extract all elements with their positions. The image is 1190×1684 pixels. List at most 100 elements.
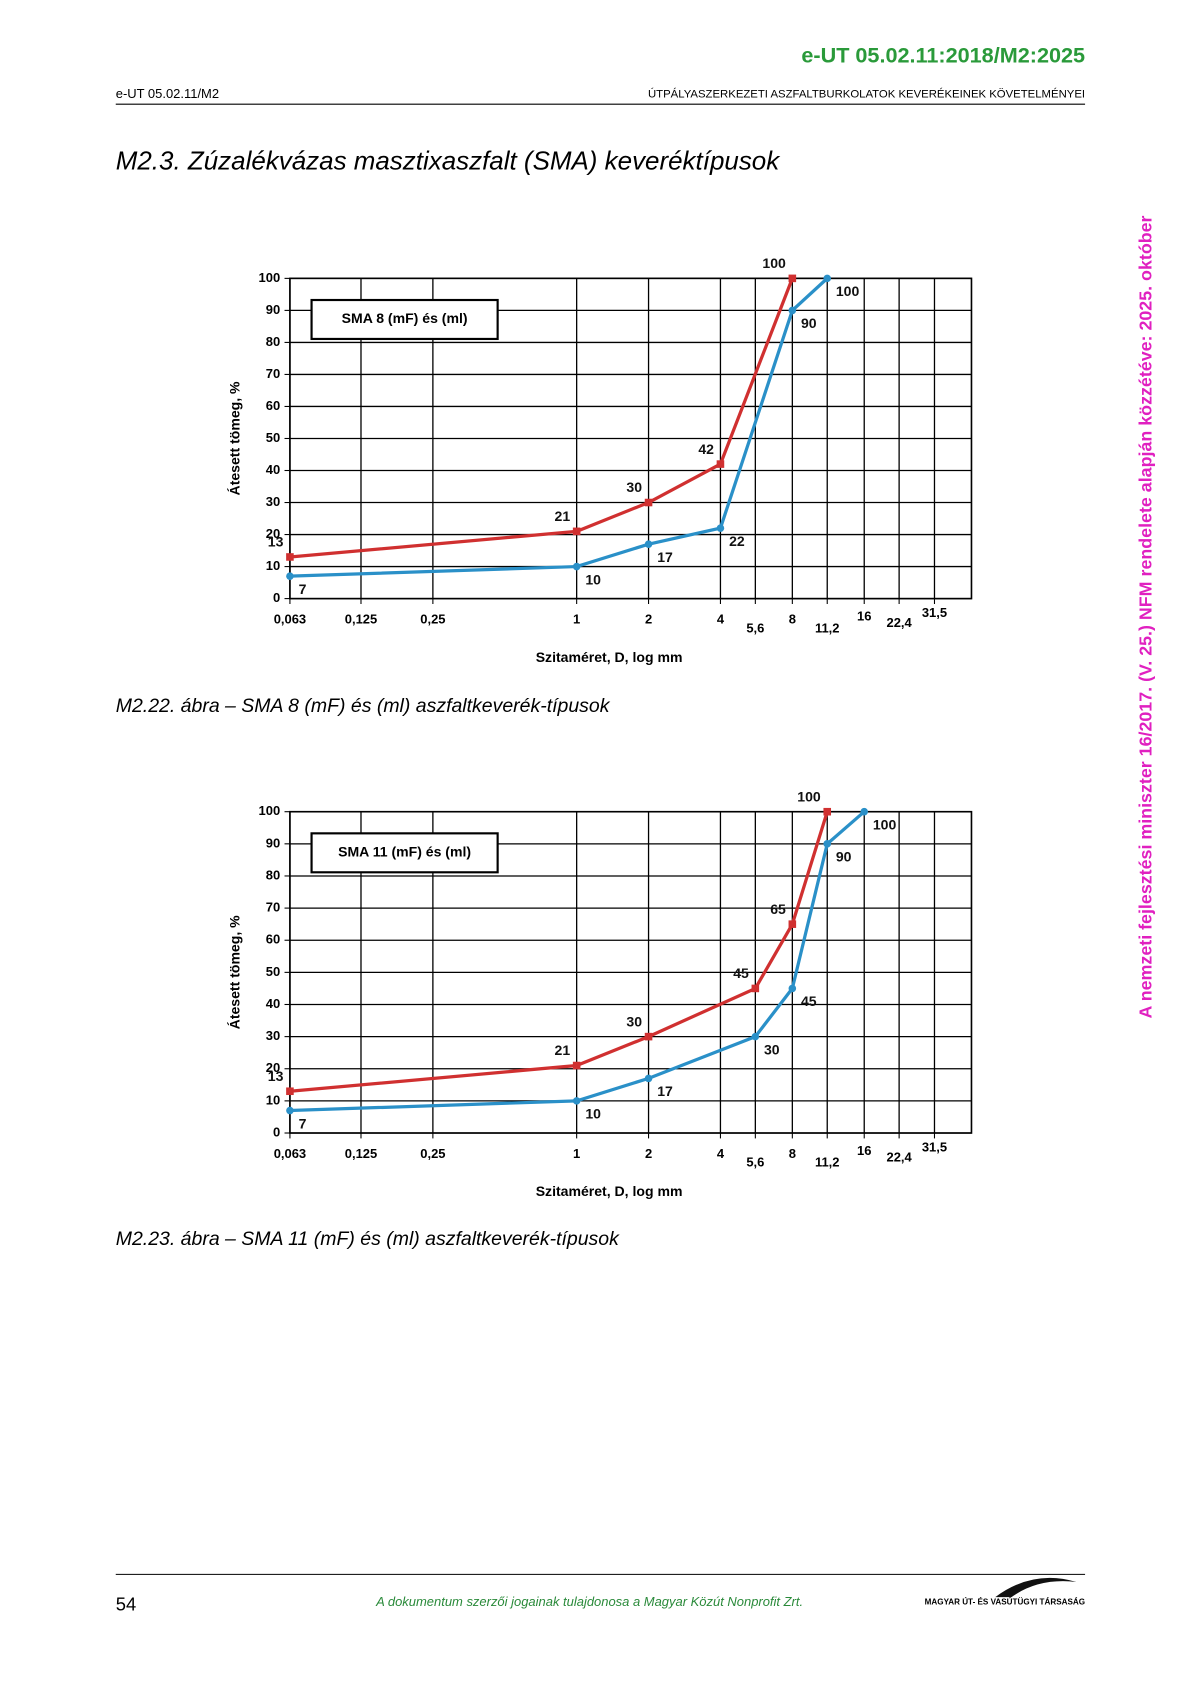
header-code: e-UT 05.02.11:2018/M2:2025 bbox=[801, 42, 1085, 67]
marker bbox=[572, 1097, 581, 1105]
y-tick-label: 60 bbox=[266, 398, 280, 413]
marker bbox=[286, 1087, 294, 1096]
doc-title: ÚTPÁLYASZERKEZETI ASZFALTBURKOLATOK KEVE… bbox=[648, 87, 1085, 100]
data-label: 21 bbox=[555, 1042, 571, 1058]
y-tick-label: 100 bbox=[259, 270, 281, 285]
y-tick-label: 90 bbox=[266, 835, 280, 850]
data-label: 100 bbox=[797, 788, 821, 804]
y-tick-label: 40 bbox=[266, 996, 280, 1011]
x-tick-label: 0,25 bbox=[420, 612, 445, 627]
marker bbox=[644, 1032, 653, 1041]
x-tick-label: 22,4 bbox=[886, 1149, 912, 1164]
y-tick-label: 10 bbox=[266, 558, 280, 573]
doc-id: e-UT 05.02.11/M2 bbox=[116, 86, 219, 101]
y-tick-label: 0 bbox=[273, 590, 280, 605]
box-label: SMA 11 (mF) és (ml) bbox=[338, 844, 471, 860]
x-tick-label: 4 bbox=[717, 1146, 725, 1161]
data-label: 21 bbox=[555, 508, 571, 524]
y-tick-label: 80 bbox=[266, 867, 280, 882]
data-label: 7 bbox=[299, 581, 307, 597]
data-label: 90 bbox=[836, 849, 852, 865]
data-label: 22 bbox=[729, 533, 745, 549]
y-tick-label: 10 bbox=[266, 1092, 280, 1107]
y-tick-label: 50 bbox=[266, 430, 280, 445]
marker bbox=[788, 274, 797, 283]
x-tick-label: 31,5 bbox=[922, 605, 947, 620]
marker bbox=[823, 274, 832, 283]
data-label: 10 bbox=[585, 1106, 601, 1122]
y-axis-label: Átesett tömeg, % bbox=[227, 381, 243, 495]
x-tick-label: 1 bbox=[573, 1146, 580, 1161]
y-tick-label: 60 bbox=[266, 932, 280, 947]
x-tick-label: 11,2 bbox=[815, 620, 840, 635]
data-label: 30 bbox=[626, 479, 642, 495]
data-label: 7 bbox=[299, 1115, 307, 1131]
x-tick-label: 0,25 bbox=[420, 1146, 445, 1161]
data-label: 42 bbox=[698, 441, 714, 457]
marker bbox=[572, 1061, 581, 1070]
marker bbox=[644, 1074, 653, 1083]
y-tick-label: 80 bbox=[266, 334, 280, 349]
data-label: 10 bbox=[585, 571, 601, 587]
x-tick-label: 31,5 bbox=[922, 1140, 947, 1155]
marker bbox=[823, 840, 832, 848]
x-tick-label: 0,063 bbox=[274, 1146, 306, 1161]
data-label: 45 bbox=[733, 965, 749, 981]
marker bbox=[788, 984, 797, 993]
x-tick-label: 5,6 bbox=[746, 620, 764, 635]
data-label: 45 bbox=[801, 993, 817, 1009]
x-tick-label: 8 bbox=[789, 1146, 796, 1161]
x-axis-label: Szitaméret, D, log mm bbox=[536, 649, 683, 665]
x-tick-label: 0,125 bbox=[345, 612, 377, 627]
marker bbox=[716, 524, 725, 532]
y-tick-label: 30 bbox=[266, 494, 280, 509]
marker bbox=[788, 306, 797, 315]
marker bbox=[751, 1032, 760, 1041]
data-label: 13 bbox=[268, 1068, 284, 1084]
data-label: 100 bbox=[873, 816, 897, 832]
x-tick-label: 22,4 bbox=[886, 615, 912, 630]
x-tick-label: 0,063 bbox=[274, 612, 306, 627]
marker bbox=[644, 540, 653, 548]
y-tick-label: 40 bbox=[266, 462, 280, 477]
x-tick-label: 2 bbox=[645, 612, 652, 627]
data-label: 100 bbox=[836, 283, 860, 299]
marker bbox=[716, 460, 725, 468]
x-tick-label: 5,6 bbox=[746, 1155, 764, 1170]
legend-box bbox=[310, 832, 499, 874]
y-tick-label: 50 bbox=[266, 964, 280, 979]
data-label: 30 bbox=[764, 1041, 780, 1057]
series-line bbox=[289, 277, 829, 578]
x-tick-label: 4 bbox=[717, 612, 725, 627]
x-tick-label: 11,2 bbox=[815, 1155, 840, 1170]
marker bbox=[286, 572, 294, 580]
x-tick-label: 16 bbox=[857, 1143, 871, 1158]
data-label: 13 bbox=[268, 534, 284, 550]
copyright: A dokumentum szerzői jogainak tulajdonos… bbox=[375, 1594, 803, 1609]
series-line bbox=[289, 811, 829, 1093]
marker bbox=[572, 527, 581, 536]
marker bbox=[286, 1106, 294, 1115]
data-label: 30 bbox=[626, 1013, 642, 1029]
logo-text: MAGYAR ÚT- ÉS VASÚTÜGYI TÁRSASÁG bbox=[925, 1598, 1085, 1607]
x-tick-label: 2 bbox=[645, 1146, 652, 1161]
box-label: SMA 8 (mF) és (ml) bbox=[342, 310, 468, 326]
data-label: 100 bbox=[762, 255, 786, 271]
marker bbox=[751, 984, 760, 993]
x-axis-label: Szitaméret, D, log mm bbox=[536, 1183, 683, 1199]
y-axis-label: Átesett tömeg, % bbox=[227, 915, 243, 1029]
data-label: 17 bbox=[657, 549, 673, 565]
y-tick-label: 20 bbox=[266, 1060, 280, 1075]
caption: M2.22. ábra – SMA 8 (mF) és (ml) aszfalt… bbox=[116, 695, 611, 717]
y-tick-label: 0 bbox=[273, 1124, 280, 1139]
x-tick-label: 0,125 bbox=[345, 1146, 377, 1161]
y-tick-label: 100 bbox=[259, 803, 281, 818]
data-label: 17 bbox=[657, 1083, 673, 1099]
y-tick-label: 90 bbox=[266, 302, 280, 317]
caption: M2.23. ábra – SMA 11 (mF) és (ml) aszfal… bbox=[116, 1228, 620, 1250]
side-note: A nemzeti fejlesztési miniszter 16/2017.… bbox=[1135, 215, 1155, 1018]
